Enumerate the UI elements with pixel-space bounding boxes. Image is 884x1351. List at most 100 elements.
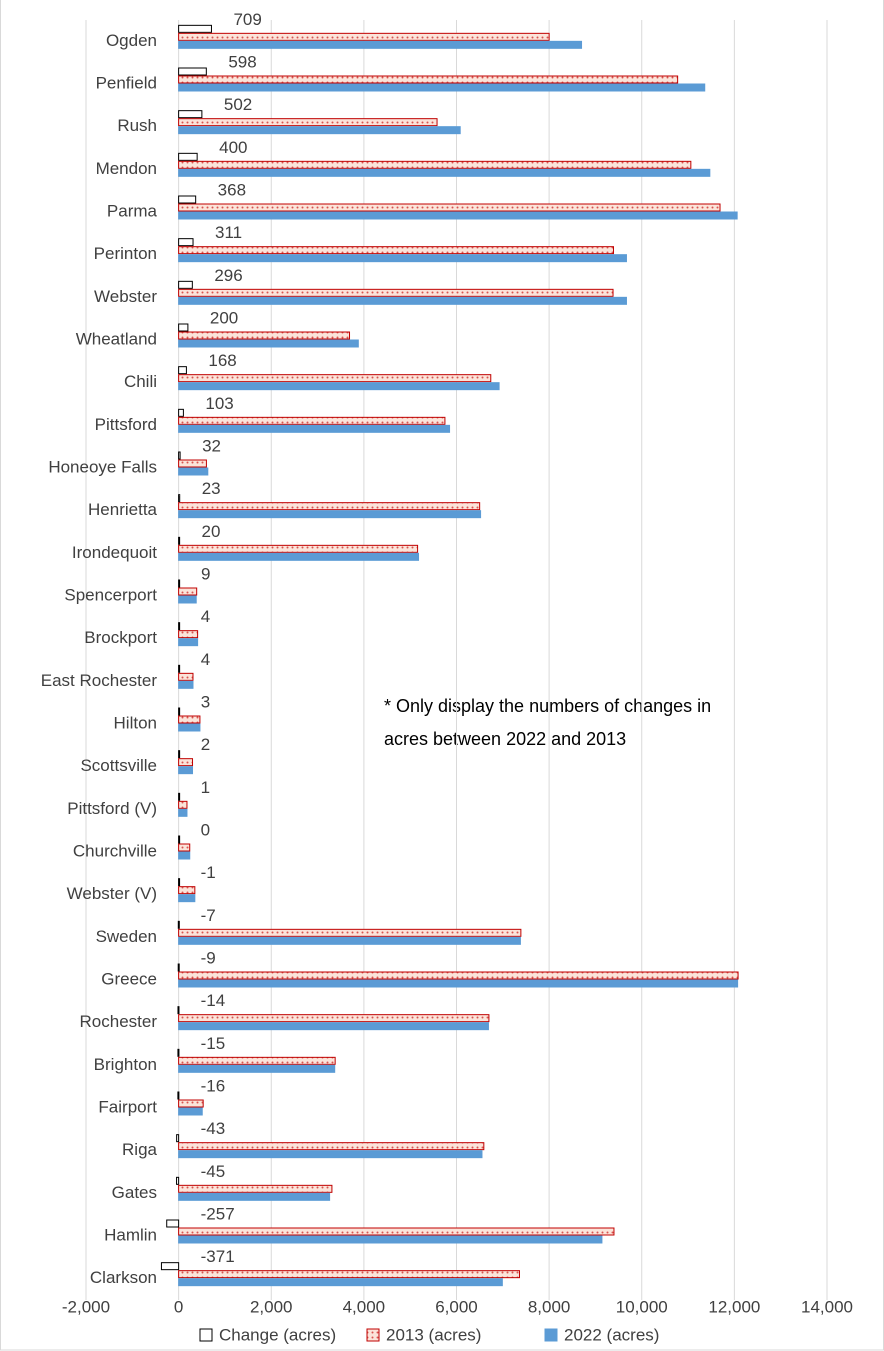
bar xyxy=(178,835,181,844)
data-label: 3 xyxy=(201,692,210,711)
data-label: -1 xyxy=(201,863,216,882)
bar xyxy=(178,254,627,263)
y-tick-label: Wheatland xyxy=(76,329,157,348)
data-label: 168 xyxy=(208,351,236,370)
bar xyxy=(178,323,189,332)
bar xyxy=(178,630,199,639)
bar xyxy=(178,339,359,348)
bar xyxy=(178,886,196,895)
x-tick-label: 6,000 xyxy=(435,1297,478,1316)
bar xyxy=(178,707,181,716)
bar xyxy=(178,544,419,553)
data-label: 598 xyxy=(228,52,256,71)
bar xyxy=(178,851,191,860)
bar xyxy=(178,32,550,41)
data-label: 103 xyxy=(205,394,233,413)
bar xyxy=(177,920,180,929)
bar xyxy=(178,750,181,759)
bar xyxy=(178,878,181,887)
y-tick-label: Chili xyxy=(124,372,157,391)
bar xyxy=(178,766,194,775)
bar xyxy=(178,238,194,247)
y-tick-label: Gates xyxy=(112,1183,157,1202)
data-label: 0 xyxy=(201,820,210,839)
bar xyxy=(178,296,627,305)
y-tick-label: Webster (V) xyxy=(67,884,157,903)
bar xyxy=(178,1056,336,1065)
x-tick-label: -2,000 xyxy=(62,1297,110,1316)
bar xyxy=(178,1184,333,1193)
bar xyxy=(178,552,420,561)
y-tick-label: Henrietta xyxy=(88,500,158,519)
bar xyxy=(178,622,181,631)
data-label: -14 xyxy=(201,991,226,1010)
data-label: 20 xyxy=(202,522,221,541)
y-tick-label: Honeoye Falls xyxy=(48,457,157,476)
y-tick-label: Clarkson xyxy=(90,1268,157,1287)
y-tick-label: Scottsville xyxy=(80,756,157,775)
bar xyxy=(178,1142,485,1151)
bar xyxy=(178,723,201,732)
y-tick-label: Pittsford (V) xyxy=(67,799,157,818)
bar xyxy=(178,1107,203,1116)
bar xyxy=(178,118,438,127)
bar xyxy=(178,83,706,92)
y-tick-label: Penfield xyxy=(96,73,157,92)
bar xyxy=(178,664,181,673)
y-tick-label: Fairport xyxy=(98,1097,157,1116)
y-tick-label: Hamlin xyxy=(104,1225,157,1244)
data-label: 709 xyxy=(233,10,261,29)
bar xyxy=(178,75,679,84)
bar xyxy=(178,280,193,289)
bar xyxy=(178,331,351,340)
data-label: -16 xyxy=(201,1076,226,1095)
y-tick-label: Spencerport xyxy=(64,585,157,604)
bar xyxy=(177,1091,180,1100)
bar xyxy=(176,1134,180,1143)
bar xyxy=(178,536,181,545)
y-tick-label: Pittsford xyxy=(95,415,157,434)
bar xyxy=(178,168,711,177)
legend-swatch xyxy=(544,1328,558,1342)
bar xyxy=(178,638,199,647)
bar xyxy=(178,758,194,767)
y-tick-label: Parma xyxy=(107,201,158,220)
bar xyxy=(178,808,188,817)
bar xyxy=(178,451,181,460)
bar xyxy=(178,843,191,852)
y-tick-label: Brighton xyxy=(94,1055,157,1074)
bar xyxy=(178,110,203,119)
bar xyxy=(178,459,207,468)
bar xyxy=(178,1235,603,1244)
bar xyxy=(178,424,451,433)
y-tick-label: Sweden xyxy=(96,927,157,946)
bar xyxy=(178,1014,490,1023)
legend-label: 2013 (acres) xyxy=(386,1325,481,1344)
y-tick-label: Riga xyxy=(122,1140,158,1159)
y-tick-label: Perinton xyxy=(94,244,157,263)
bar xyxy=(177,1048,180,1057)
x-tick-label: 2,000 xyxy=(250,1297,293,1316)
bar xyxy=(178,126,461,135)
y-tick-label: Irondequoit xyxy=(72,543,157,562)
data-label: -45 xyxy=(201,1162,226,1181)
bar xyxy=(178,408,184,417)
data-label: -257 xyxy=(201,1204,235,1223)
bar xyxy=(178,203,721,212)
bar xyxy=(178,510,482,519)
y-tick-label: Hilton xyxy=(114,713,157,732)
data-label: 23 xyxy=(202,479,221,498)
data-label: 400 xyxy=(219,138,247,157)
data-label: 9 xyxy=(201,564,210,583)
x-tick-label: 4,000 xyxy=(343,1297,386,1316)
data-label: -15 xyxy=(201,1034,226,1053)
y-tick-label: Ogden xyxy=(106,31,157,50)
y-tick-label: Mendon xyxy=(96,159,157,178)
bar xyxy=(177,1006,180,1015)
bar xyxy=(178,1227,615,1236)
annotation: * Only display the numbers of changes in xyxy=(384,696,711,716)
bar xyxy=(178,24,212,33)
bar xyxy=(178,288,614,297)
data-label: -43 xyxy=(201,1119,226,1138)
